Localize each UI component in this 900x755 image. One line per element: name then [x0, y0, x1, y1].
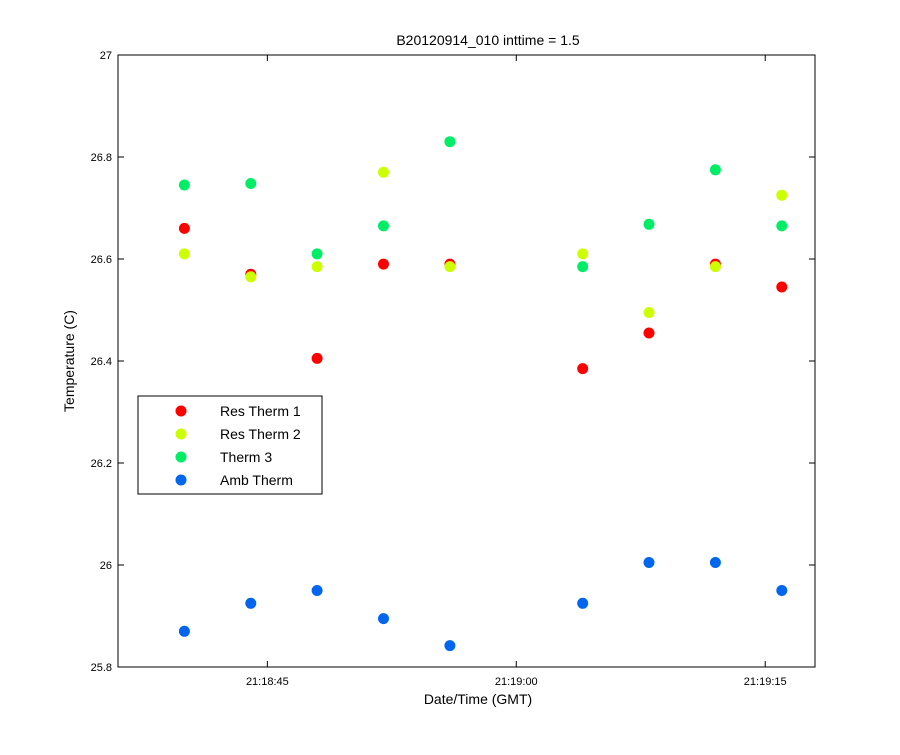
data-point-res-therm-2 [378, 166, 389, 178]
data-point-res-therm-2 [643, 307, 655, 318]
y-tick-label: 26.2 [91, 458, 112, 470]
data-point-amb-therm [245, 597, 257, 609]
data-point-amb-therm [643, 557, 655, 568]
x-tick-label: 21:19:15 [744, 676, 787, 688]
data-point-res-therm-1 [643, 327, 655, 339]
y-axis-label: Temperature (C) [61, 310, 77, 412]
data-point-res-therm-1 [178, 222, 190, 234]
data-point-therm-3 [776, 220, 788, 232]
data-point-therm-3 [378, 220, 389, 232]
x-tick-label: 21:18:45 [246, 676, 289, 688]
y-tick-label: 26.6 [91, 254, 112, 266]
data-point-amb-therm [378, 613, 389, 625]
x-axis-label: Date/Time (GMT) [424, 691, 532, 707]
legend-marker-amb-therm [175, 474, 187, 486]
data-point-amb-therm [444, 640, 456, 652]
data-point-amb-therm [311, 585, 323, 596]
legend: Res Therm 1 Res Therm 2 Therm 3 Amb Therm [137, 395, 323, 495]
legend-label-amb-therm: Amb Therm [220, 472, 293, 488]
legend-label-therm-3: Therm 3 [220, 449, 272, 465]
data-point-therm-3 [643, 218, 655, 230]
y-tick-label: 26.8 [91, 152, 112, 164]
data-point-therm-3 [245, 178, 257, 189]
y-axis: 25.8 26 26.2 26.4 26.6 26.8 27 [91, 50, 815, 674]
plot-area [117, 54, 816, 668]
legend-marker-res-therm-1 [175, 405, 187, 417]
data-point-res-therm-2 [311, 261, 323, 273]
legend-marker-therm-3 [175, 451, 187, 463]
x-axis: 21:18:45 21:19:00 21:19:15 [246, 55, 787, 688]
chart-title: B20120914_010 inttime = 1.5 [396, 32, 580, 48]
y-tick-label: 26 [100, 560, 112, 572]
data-point-res-therm-2 [709, 261, 721, 273]
data-point-res-therm-1 [577, 363, 589, 375]
data-point-res-therm-1 [311, 352, 323, 364]
data-point-therm-3 [444, 136, 456, 148]
legend-label-res-therm-2: Res Therm 2 [220, 426, 301, 442]
y-tick-label: 27 [100, 50, 112, 62]
data-point-res-therm-2 [776, 189, 788, 201]
x-tick-label: 21:19:00 [495, 676, 538, 688]
data-point-therm-3 [178, 179, 190, 191]
data-point-amb-therm [776, 585, 788, 596]
data-point-amb-therm [709, 557, 721, 568]
data-point-res-therm-2 [577, 248, 589, 260]
data-point-amb-therm [178, 625, 190, 637]
data-point-res-therm-1 [378, 258, 389, 270]
data-point-therm-3 [709, 164, 721, 176]
data-point-therm-3 [577, 261, 589, 273]
legend-marker-res-therm-2 [175, 428, 187, 440]
legend-box [137, 395, 323, 495]
y-tick-label: 26.4 [91, 356, 112, 368]
data-point-res-therm-1 [776, 281, 788, 293]
data-point-therm-3 [311, 248, 323, 260]
data-point-amb-therm [577, 597, 589, 609]
data-point-res-therm-2 [444, 261, 456, 273]
data-point-res-therm-2 [245, 271, 257, 283]
data-point-res-therm-2 [178, 248, 190, 260]
legend-label-res-therm-1: Res Therm 1 [220, 403, 301, 419]
y-tick-label: 25.8 [91, 662, 112, 674]
data-points [178, 136, 788, 652]
